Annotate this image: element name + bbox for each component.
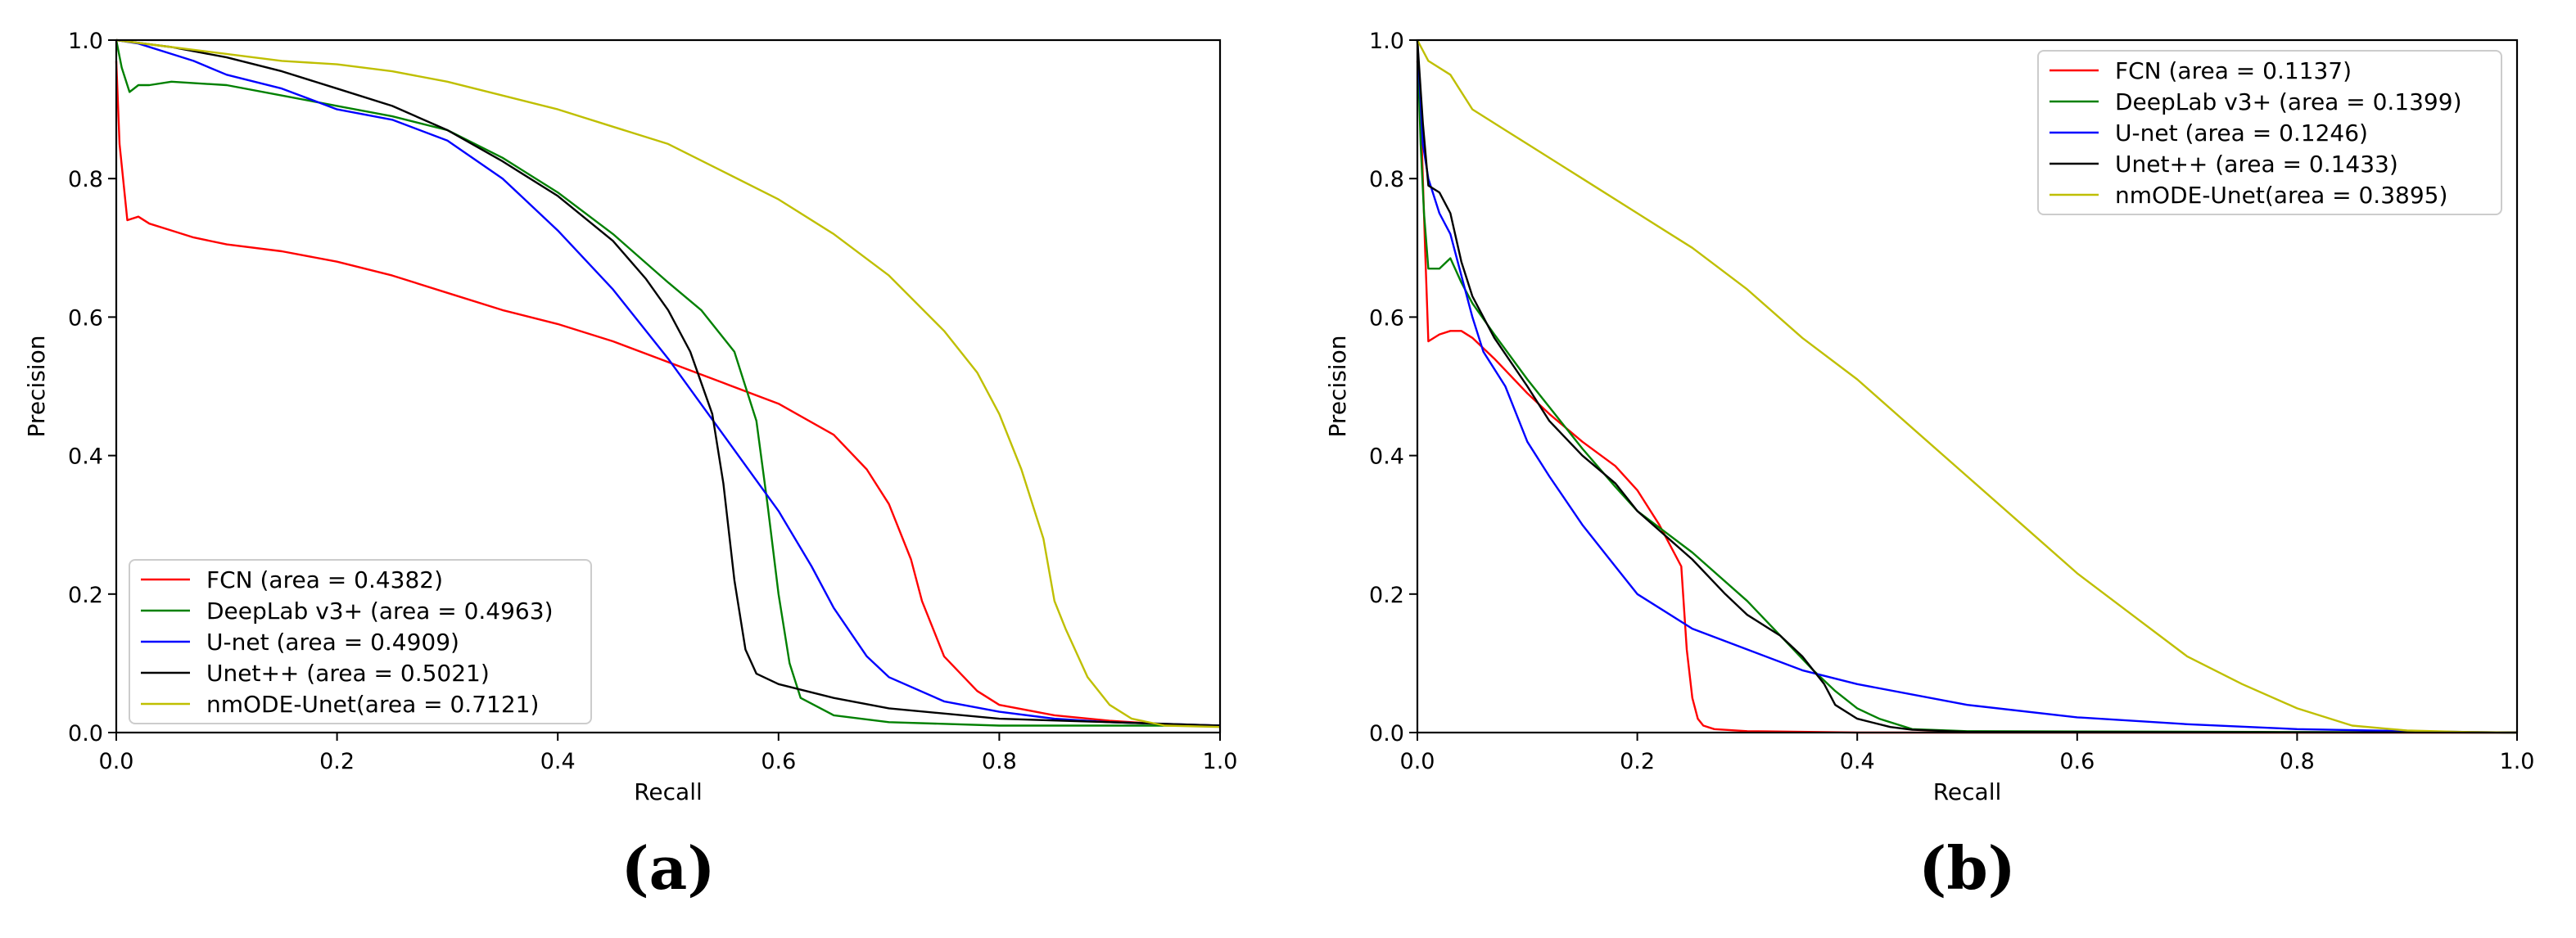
y-tick-label: 0.0 [1369, 721, 1404, 746]
x-axis-label: Recall [634, 778, 703, 805]
series-line-fcn [115, 61, 1221, 727]
y-tick-label: 0.0 [68, 721, 103, 746]
series-line-fcn [1416, 61, 2517, 734]
legend-entry: U-net (area = 0.1246) [2115, 120, 2368, 147]
series-line-nmodeunetarea [115, 38, 1221, 728]
panel-label: (a) [621, 833, 716, 903]
x-axis-label: Recall [1933, 778, 2002, 805]
y-tick-label: 1.0 [1369, 29, 1404, 54]
legend-entry: DeepLab v3+ (area = 0.4963) [206, 598, 554, 625]
panel-label: (b) [1918, 833, 2015, 903]
legend: FCN (area = 0.1137) DeepLab v3+ (area = 0… [2037, 50, 2502, 215]
legend-entry: FCN (area = 0.1137) [2115, 57, 2352, 84]
legend-entry: Unet++ (area = 0.1433) [2115, 151, 2398, 178]
y-tick-label: 0.8 [1369, 167, 1404, 192]
series-line-deeplab [115, 39, 1220, 727]
legend-entry: Unet++ (area = 0.5021) [206, 660, 490, 687]
y-tick-label: 0.6 [68, 305, 103, 331]
legend-box [129, 559, 592, 724]
x-tick-label: 0.0 [99, 749, 134, 774]
x-tick-label: 0.4 [540, 749, 576, 774]
x-tick-label: 0.0 [1400, 749, 1435, 774]
x-tick-label: 1.0 [1203, 749, 1238, 774]
y-tick-label: 0.2 [1369, 583, 1404, 608]
legend: FCN (area = 0.4382) DeepLab v3+ (area = 0… [129, 559, 592, 724]
y-tick-label: 0.4 [68, 444, 103, 470]
x-tick-label: 1.0 [2500, 749, 2535, 774]
series-line-unet [1416, 39, 2518, 734]
series-line-deeplab [1416, 39, 2518, 734]
x-tick-label: 0.2 [1620, 749, 1655, 774]
axes-frame [115, 38, 1222, 734]
legend-entry: FCN (area = 0.4382) [206, 566, 443, 593]
legend-entry: U-net (area = 0.4909) [206, 629, 459, 656]
legend-entry: nmODE-Unet(area = 0.7121) [206, 691, 539, 718]
y-tick-label: 0.6 [1369, 305, 1404, 331]
y-tick-label: 0.2 [68, 583, 103, 608]
legend-entry: DeepLab v3+ (area = 0.1399) [2115, 88, 2462, 115]
series-line-nmodeunetarea [1416, 39, 2518, 734]
x-tick-label: 0.4 [1840, 749, 1875, 774]
x-tick-label: 0.8 [982, 749, 1017, 774]
chart-panel-a: 0.0 0.2 0.4 0.6 0.8 1.0 0.0 0.2 0.4 0.6 0.8 1.0 Reca… [23, 29, 1237, 903]
axes-frame [1416, 38, 2519, 734]
series-line-unetpp [115, 38, 1221, 727]
x-tick-label: 0.6 [761, 749, 796, 774]
legend-box [2037, 50, 2502, 215]
y-tick-label: 0.4 [1369, 444, 1404, 470]
series-line-unetpp [1416, 39, 2518, 734]
legend-entry: nmODE-Unet(area = 0.3895) [2115, 182, 2447, 209]
y-tick-label: 0.8 [68, 167, 103, 192]
chart-panel-b: 0.0 0.2 0.4 0.6 0.8 1.0 0.0 0.2 0.4 0.6 0.8 1.0 Reca… [1324, 29, 2534, 903]
y-axis-label: Precision [1324, 336, 1351, 438]
y-tick-label: 1.0 [68, 29, 103, 54]
x-tick-label: 0.2 [319, 749, 355, 774]
series-line-unet [115, 38, 1221, 727]
x-tick-label: 0.6 [2059, 749, 2095, 774]
y-axis-label: Precision [23, 336, 50, 438]
x-tick-label: 0.8 [2280, 749, 2315, 774]
